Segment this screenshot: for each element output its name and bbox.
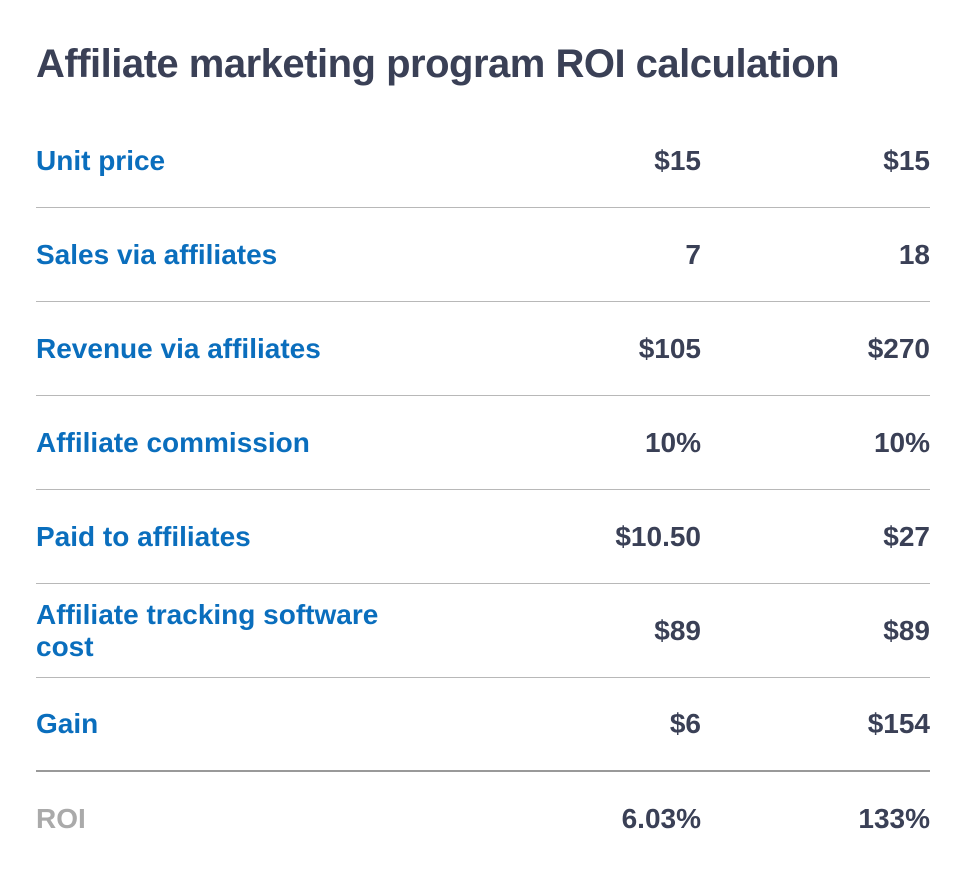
value-scenario-2: 18 (898, 238, 930, 270)
value-scenario-1: $10.50 (615, 520, 701, 552)
value-scenario-1: 7 (685, 238, 701, 270)
value-scenario-2: $270 (867, 332, 930, 364)
table-row: Gain $6 $154 (36, 678, 930, 772)
roi-table: Unit price $15 $15 Sales via affiliates 7 18 R… (36, 114, 930, 865)
value-scenario-2: 133% (858, 802, 930, 834)
value-scenario-1: $15 (654, 144, 701, 176)
row-label: Gain (36, 708, 99, 739)
value-scenario-1: 6.03% (621, 802, 701, 834)
table-row: Affiliate commission 10% 10% (36, 396, 930, 490)
value-scenario-1: $89 (654, 614, 701, 646)
row-label: Revenue via affiliates (36, 332, 321, 364)
table-row: Sales via affiliates 7 18 (36, 208, 930, 302)
row-label: ROI (36, 802, 86, 834)
value-scenario-2: $15 (883, 144, 930, 176)
value-scenario-2: $89 (883, 614, 930, 646)
row-label: Sales via affiliates (36, 238, 278, 270)
value-scenario-1: $6 (669, 708, 701, 739)
row-label: Affiliate tracking software cost (36, 598, 379, 662)
value-scenario-2: 10% (873, 426, 930, 458)
value-scenario-2: $154 (867, 708, 930, 739)
table-row: Revenue via affiliates $105 $270 (36, 302, 930, 396)
value-scenario-2: $27 (883, 520, 930, 552)
value-scenario-1: 10% (644, 426, 701, 458)
table-row: Affiliate tracking software cost $89 $89 (36, 584, 930, 678)
row-label: Affiliate commission (36, 426, 310, 458)
row-label: Unit price (36, 144, 166, 176)
value-scenario-1: $105 (638, 332, 701, 364)
table-row: ROI 6.03% 133% (36, 772, 930, 865)
table-row: Paid to affiliates $10.50 $27 (36, 490, 930, 584)
page-title: Affiliate marketing program ROI calculat… (36, 42, 840, 86)
row-label: Paid to affiliates (36, 520, 251, 552)
table-row: Unit price $15 $15 (36, 114, 930, 208)
